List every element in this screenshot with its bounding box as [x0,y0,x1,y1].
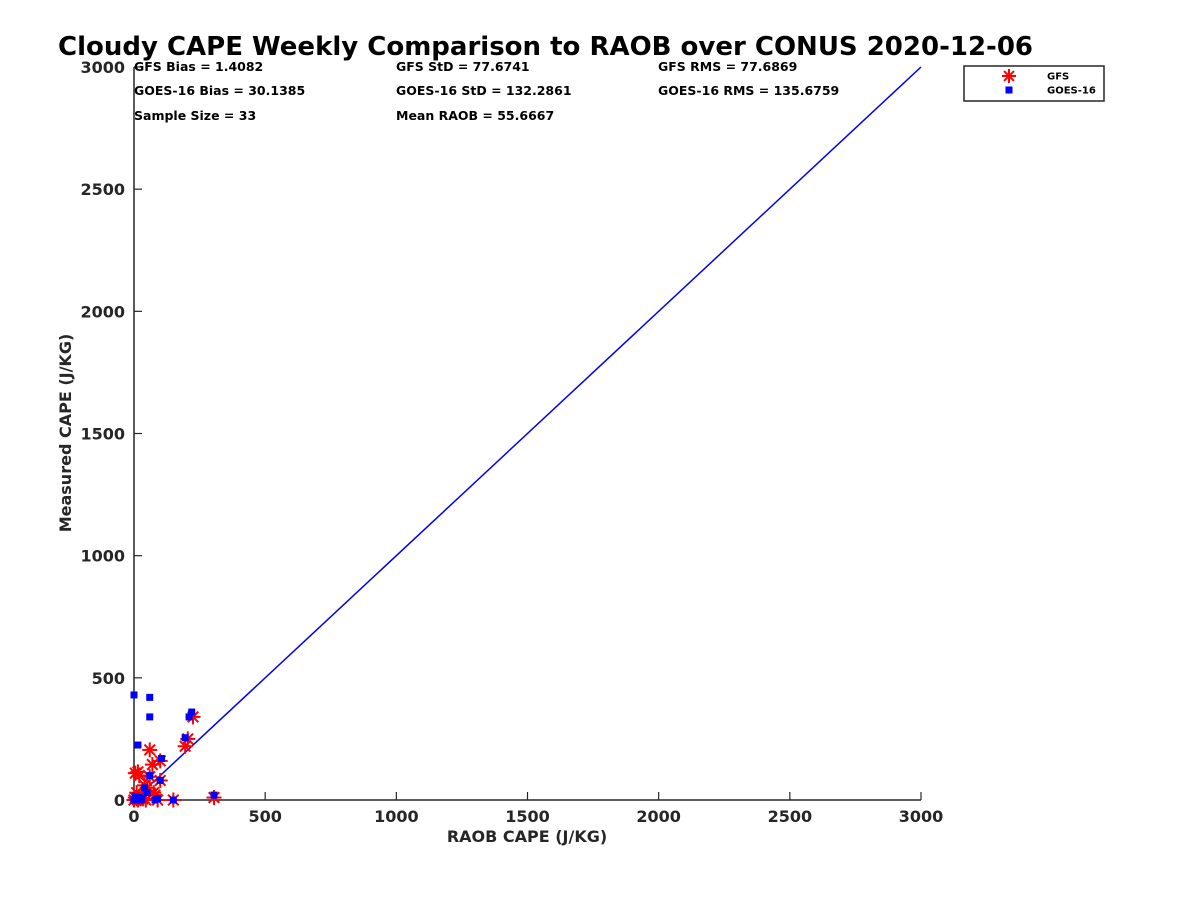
goes16-point [134,741,142,749]
stat-text: GFS RMS = 77.6869 [658,59,797,74]
goes16-point [158,754,166,762]
goes16-point [130,691,138,699]
y-tick-label: 1500 [80,425,125,444]
y-tick-label: 2500 [80,180,125,199]
goes16-point [146,772,154,780]
legend-label: GOES-16 [1047,86,1096,97]
goes16-point [140,784,148,792]
goes16-point [146,713,154,721]
stat-text: GOES-16 StD = 132.2861 [396,83,572,98]
data-points [126,691,222,808]
x-tick-label: 2500 [768,807,813,826]
y-tick-label: 0 [114,791,125,810]
x-tick-label: 2000 [636,807,681,826]
legend-box [963,65,1105,102]
goes16-point [146,693,154,701]
goes16-point [185,713,193,721]
y-tick-label: 1000 [80,547,125,566]
legend-label: GFS [1047,72,1069,83]
stat-text: GOES-16 Bias = 30.1385 [134,83,305,98]
goes16-point [137,796,145,804]
goes16-point [156,776,164,784]
x-tick-label: 3000 [899,807,944,826]
legend-marker-goes16 [1005,86,1013,94]
x-tick-label: 500 [248,807,281,826]
stat-text: GOES-16 RMS = 135.6759 [658,83,839,98]
axis-ticks: 0 500 1000 1500 2000 2500 3000 0 500 1000 1500 2000… [80,58,943,826]
x-axis-label: RAOB CAPE (J/KG) [447,827,607,846]
goes16-point [169,796,177,804]
goes16-point [188,708,196,716]
reference-line [133,66,922,801]
stat-text: Mean RAOB = 55.6667 [396,108,554,123]
stat-text: GFS StD = 77.6741 [396,59,530,74]
one-to-one-line [133,66,922,801]
y-tick-label: 2000 [80,302,125,321]
y-axis-label: Measured CAPE (J/KG) [56,334,75,533]
goes16-point [154,795,162,803]
gfs-point [131,768,147,784]
stat-text: Sample Size = 33 [134,108,256,123]
chart-title: Cloudy CAPE Weekly Comparison to RAOB ov… [58,32,1033,62]
goes16-point [210,791,218,799]
stat-text: GFS Bias = 1.4082 [134,59,263,74]
goes16-point [143,789,151,797]
x-tick-label: 0 [128,807,139,826]
x-tick-label: 1500 [505,807,550,826]
gfs-point [142,742,158,758]
x-tick-label: 1000 [374,807,419,826]
statistics-block: GFS Bias = 1.4082 GFS StD = 77.6741 GFS RM… [134,59,839,123]
goes16-point [131,792,139,800]
y-tick-label: 500 [92,669,125,688]
goes16-point [181,734,189,742]
legend: GFS GOES-16 [963,65,1105,102]
y-tick-label: 3000 [80,58,125,77]
legend-marker-gfs [1002,69,1016,83]
